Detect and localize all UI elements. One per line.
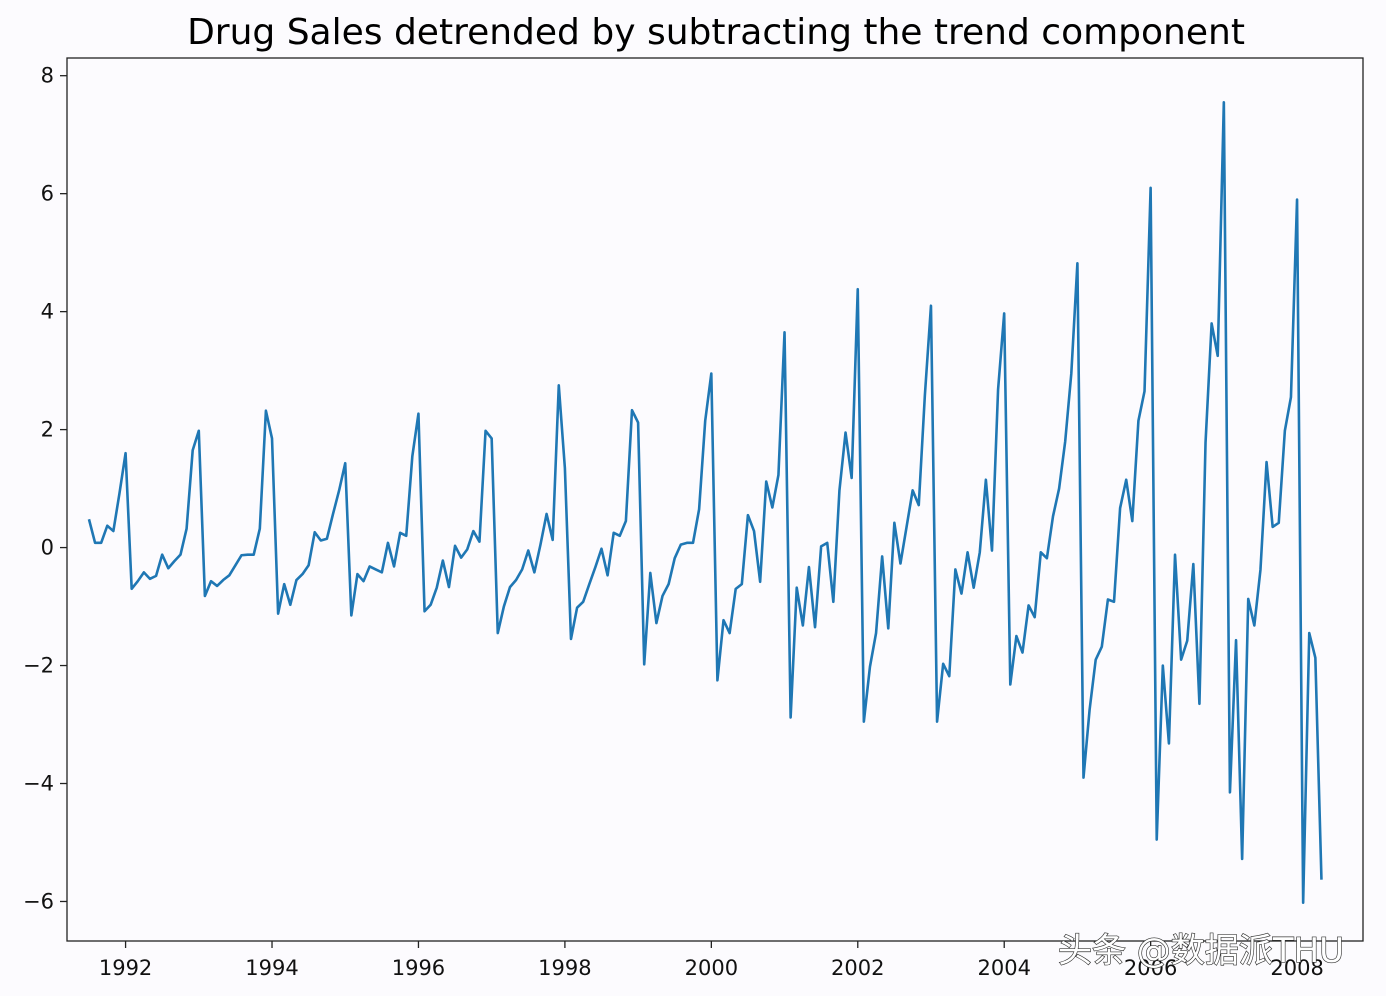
plot-area	[66, 57, 1364, 942]
x-tick-label: 2004	[977, 956, 1030, 980]
x-tick-label: 1996	[392, 956, 445, 980]
x-tick-label: 1992	[99, 956, 152, 980]
y-tick-label: −4	[23, 772, 54, 796]
watermark-text: 头条 @数据派THU	[1058, 931, 1344, 971]
series-layer	[87, 100, 1323, 904]
chart-title: Drug Sales detrended by subtracting the …	[187, 12, 1245, 53]
y-tick-label: 0	[41, 536, 54, 560]
x-tick-label: 2006	[1124, 956, 1177, 980]
x-tick-label: 1998	[538, 956, 591, 980]
x-tick-label: 2008	[1270, 956, 1323, 980]
y-tick-label: 8	[41, 64, 54, 88]
y-tick-label: −6	[23, 889, 54, 913]
y-tick-label: −2	[23, 654, 54, 678]
x-tick-label: 1994	[245, 956, 298, 980]
y-tick-label: 6	[41, 182, 54, 206]
x-axis: 1992 1994 1996 1998 2000 2002 2004 2006 2008	[99, 941, 1324, 980]
y-axis: 8 6 4 2 0 −2 −4 −6	[23, 64, 67, 913]
x-tick-label: 2002	[831, 956, 884, 980]
y-tick-label: 4	[41, 300, 54, 324]
y-tick-label: 2	[41, 418, 54, 442]
x-tick-label: 2000	[685, 956, 738, 980]
